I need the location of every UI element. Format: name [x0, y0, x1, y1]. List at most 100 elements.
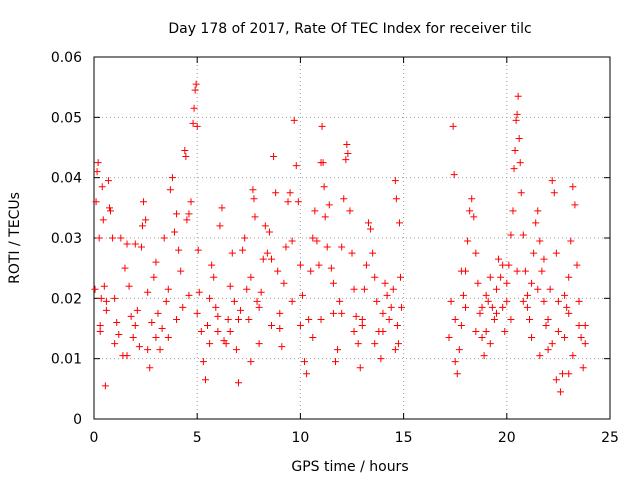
data-point	[123, 352, 131, 360]
data-point	[107, 207, 115, 215]
data-point	[247, 273, 255, 281]
data-point	[358, 315, 366, 323]
data-point	[340, 195, 348, 203]
data-point	[214, 312, 222, 320]
data-point	[111, 294, 119, 302]
data-point	[542, 321, 550, 329]
data-point	[261, 222, 269, 230]
data-point	[385, 315, 393, 323]
data-point	[534, 207, 542, 215]
data-point	[137, 243, 145, 251]
x-tick-label: 25	[601, 430, 619, 446]
data-point	[470, 213, 478, 221]
data-point	[321, 213, 329, 221]
x-tick-label: 15	[395, 430, 413, 446]
data-point	[397, 273, 405, 281]
data-point	[451, 358, 459, 366]
data-point	[325, 201, 333, 209]
data-point	[152, 334, 160, 342]
data-point	[354, 340, 362, 348]
data-point	[288, 297, 296, 305]
data-point	[296, 261, 304, 269]
data-point	[495, 255, 503, 263]
data-point	[201, 376, 209, 384]
data-point	[360, 285, 368, 293]
data-point	[362, 261, 370, 269]
data-point	[146, 364, 154, 372]
data-point	[480, 352, 488, 360]
data-point	[255, 303, 263, 311]
data-point	[309, 334, 317, 342]
data-point	[447, 297, 455, 305]
data-point	[173, 315, 181, 323]
data-point	[464, 237, 472, 245]
x-tick-label: 10	[291, 430, 309, 446]
data-point	[577, 334, 585, 342]
data-point	[232, 346, 240, 354]
data-point	[305, 315, 313, 323]
y-tick-label: 0.02	[51, 291, 82, 307]
data-point	[164, 334, 172, 342]
data-point	[488, 303, 496, 311]
data-point	[139, 222, 147, 230]
data-point	[131, 240, 139, 248]
data-point	[216, 222, 224, 230]
data-point	[453, 370, 461, 378]
data-point	[133, 306, 141, 314]
data-point	[210, 273, 218, 281]
data-point	[129, 334, 137, 342]
data-point	[226, 282, 234, 290]
data-point	[102, 297, 110, 305]
data-point	[166, 186, 174, 194]
data-point	[230, 297, 238, 305]
data-point	[523, 303, 531, 311]
data-point	[371, 273, 379, 281]
y-tick-label: 0.03	[51, 231, 82, 247]
data-point	[519, 231, 527, 239]
data-point	[455, 346, 463, 354]
data-point	[519, 297, 527, 305]
data-point	[472, 328, 480, 336]
x-tick-label: 20	[498, 430, 516, 446]
data-point	[104, 177, 112, 185]
data-point	[445, 334, 453, 342]
data-point	[565, 370, 573, 378]
data-point	[228, 249, 236, 257]
data-point	[245, 315, 253, 323]
data-point	[303, 370, 311, 378]
data-point	[204, 321, 212, 329]
data-point	[144, 288, 152, 296]
data-point	[472, 249, 480, 257]
data-point	[492, 309, 500, 317]
data-point	[234, 379, 242, 387]
data-point	[575, 297, 583, 305]
data-point	[192, 80, 200, 88]
data-point	[581, 321, 589, 329]
x-tick-labels: 0 5 10 15 20 25	[90, 430, 619, 446]
data-point	[237, 306, 245, 314]
data-point	[540, 297, 548, 305]
data-point	[152, 258, 160, 266]
data-point	[342, 156, 350, 164]
data-point	[99, 216, 107, 224]
data-point	[181, 147, 189, 155]
data-point	[111, 340, 119, 348]
data-point	[573, 261, 581, 269]
data-point	[393, 321, 401, 329]
data-point	[168, 174, 176, 182]
data-point	[253, 297, 261, 305]
data-point	[292, 162, 300, 170]
data-point	[95, 234, 103, 242]
data-point	[241, 234, 249, 242]
data-point	[323, 243, 331, 251]
data-point	[278, 343, 286, 351]
data-point	[482, 328, 490, 336]
data-point	[554, 328, 562, 336]
data-point	[160, 234, 168, 242]
data-point	[331, 358, 339, 366]
plot-frame	[93, 56, 611, 420]
data-point	[234, 315, 242, 323]
data-point	[96, 321, 104, 329]
data-point	[561, 291, 569, 299]
data-point	[350, 328, 358, 336]
